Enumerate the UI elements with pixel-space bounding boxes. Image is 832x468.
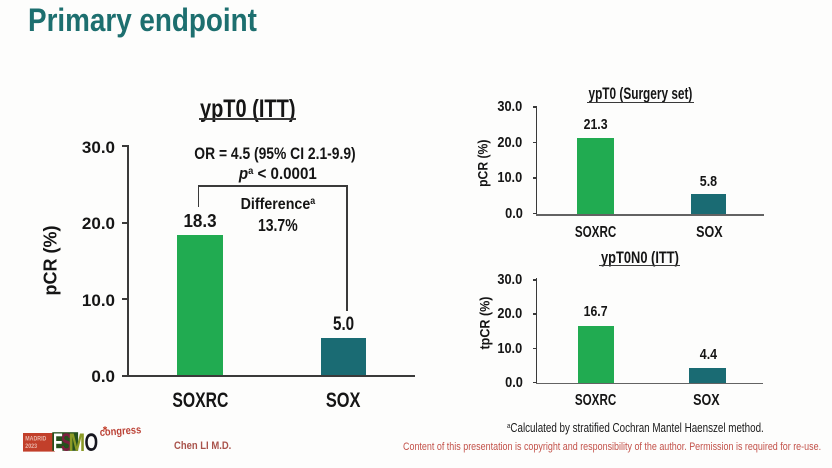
svg-text:congress: congress <box>99 424 142 439</box>
svg-text:✱: ✱ <box>103 426 108 433</box>
svg-text:M: M <box>69 429 86 457</box>
svg-text:S: S <box>61 430 72 457</box>
svg-text:MADRID: MADRID <box>25 436 46 442</box>
svg-text:O: O <box>85 428 99 457</box>
svg-text:E: E <box>53 429 63 457</box>
svg-text:2023: 2023 <box>25 444 37 450</box>
